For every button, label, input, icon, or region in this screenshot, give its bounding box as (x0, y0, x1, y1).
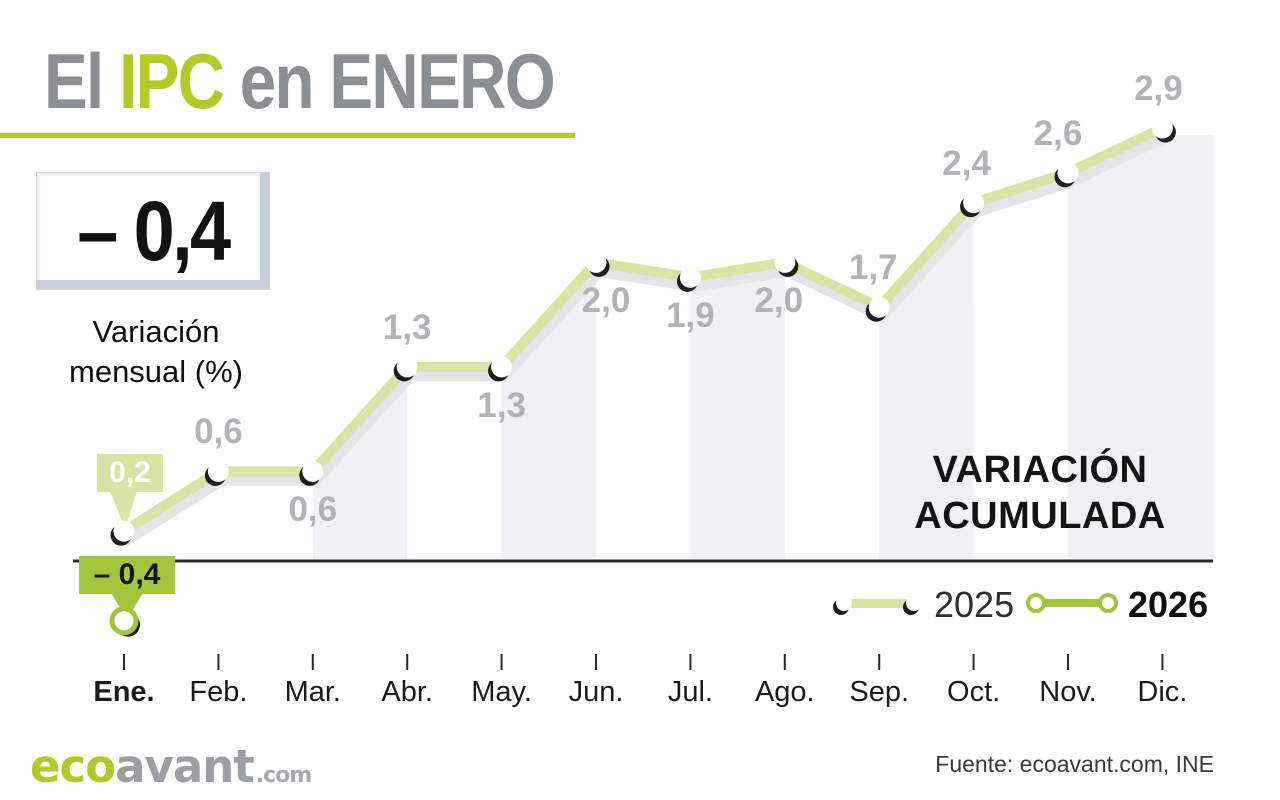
legend-marker-2025-left (836, 595, 852, 611)
point-value-label: 1,7 (848, 248, 898, 288)
point-value-label: 1,3 (382, 307, 432, 347)
shaded-column (312, 373, 408, 559)
logo-avant: avant (115, 740, 255, 793)
accumulated-variation-title: VARIACIÓN ACUMULADA (850, 447, 1230, 540)
marker-2025 (491, 356, 513, 378)
monthly-variation-label: Variación mensual (%) (16, 312, 296, 393)
month-label: Ago. (754, 676, 815, 708)
point-value-label: 2,4 (942, 143, 991, 183)
legend-line-2025 (841, 599, 917, 608)
page-title: El IPC en ENERO (44, 36, 556, 127)
marker-2025 (868, 296, 890, 318)
month-label: Sep. (849, 676, 910, 708)
logo-tld: .com (255, 763, 312, 788)
shaded-column (1068, 135, 1163, 559)
point-value-label: 0,6 (288, 490, 338, 530)
legend-swatch-2026 (1026, 591, 1118, 615)
legend-marker-2026-left (1026, 593, 1046, 613)
point-value-label: 0,6 (194, 412, 243, 452)
marker-2025 (774, 251, 796, 273)
legend-line-2026 (1034, 599, 1110, 607)
series-2025-shadow (121, 131, 1171, 546)
point-value-label: 2,0 (754, 281, 804, 321)
shaded-column (501, 269, 596, 559)
marker-2025 (396, 356, 418, 378)
monthly-variation-box: – 0,4 (36, 172, 270, 290)
marker-2026 (109, 606, 139, 636)
month-label: Feb. (189, 676, 248, 708)
title-highlight-ipc: IPC (119, 37, 225, 125)
point-value-label: 1,3 (477, 385, 526, 425)
shaded-column (690, 269, 785, 559)
point-value-label: 2,9 (1134, 69, 1183, 109)
series-2025-line (119, 123, 1168, 537)
month-label: May. (471, 676, 532, 708)
legend-label-2025: 2025 (934, 584, 1015, 625)
month-label: Oct. (947, 676, 1001, 708)
monthly-variation-value: – 0,4 (77, 183, 231, 278)
legend-marker-2026-right (1098, 593, 1118, 613)
marker-2025 (113, 520, 135, 542)
logo-eco: eco (30, 740, 116, 793)
title-underline (0, 133, 575, 138)
legend-marker-2025-right (906, 595, 922, 611)
accumulated-variation-title-line1: VARIACIÓN (932, 449, 1148, 491)
point-value-label: 2,0 (581, 281, 631, 321)
marker-2025 (302, 460, 324, 482)
month-label: Jun. (568, 676, 624, 708)
point-value-label: 1,9 (666, 296, 715, 336)
month-label: Dic. (1137, 676, 1188, 708)
month-label: Nov. (1039, 676, 1097, 708)
callout-pointer-2025 (110, 491, 137, 530)
callout-pointer-2026 (111, 593, 143, 619)
shaded-column (1162, 135, 1214, 559)
marker-2025 (679, 266, 701, 288)
marker-2025 (1151, 117, 1173, 139)
callout-jan-2026: – 0,4 (79, 556, 175, 594)
point-value-label: 2,6 (1033, 113, 1083, 153)
month-label: Ene. (93, 676, 155, 708)
marker-2025 (963, 192, 985, 214)
title-prefix: El (44, 37, 120, 125)
month-label: Mar. (284, 676, 341, 708)
legend-label-2026: 2026 (1128, 584, 1209, 625)
legend-swatch-2025 (836, 592, 922, 614)
title-suffix: en ENERO (223, 37, 556, 125)
ecoavant-logo: ecoavant.com (30, 740, 312, 793)
monthly-variation-label-line1: Variación (92, 314, 220, 349)
monthly-variation-label-line2: mensual (%) (69, 354, 243, 390)
marker-2025 (207, 460, 229, 482)
month-label: Abr. (381, 676, 433, 708)
marker-2025 (1057, 162, 1079, 184)
source-credit: Fuente: ecoavant.com, INE (935, 751, 1214, 777)
month-label: Jul. (667, 676, 713, 708)
accumulated-variation-title-line2: ACUMULADA (914, 495, 1166, 538)
callout-jan-2025: 0,2 (97, 454, 163, 492)
marker-2025 (585, 251, 607, 273)
